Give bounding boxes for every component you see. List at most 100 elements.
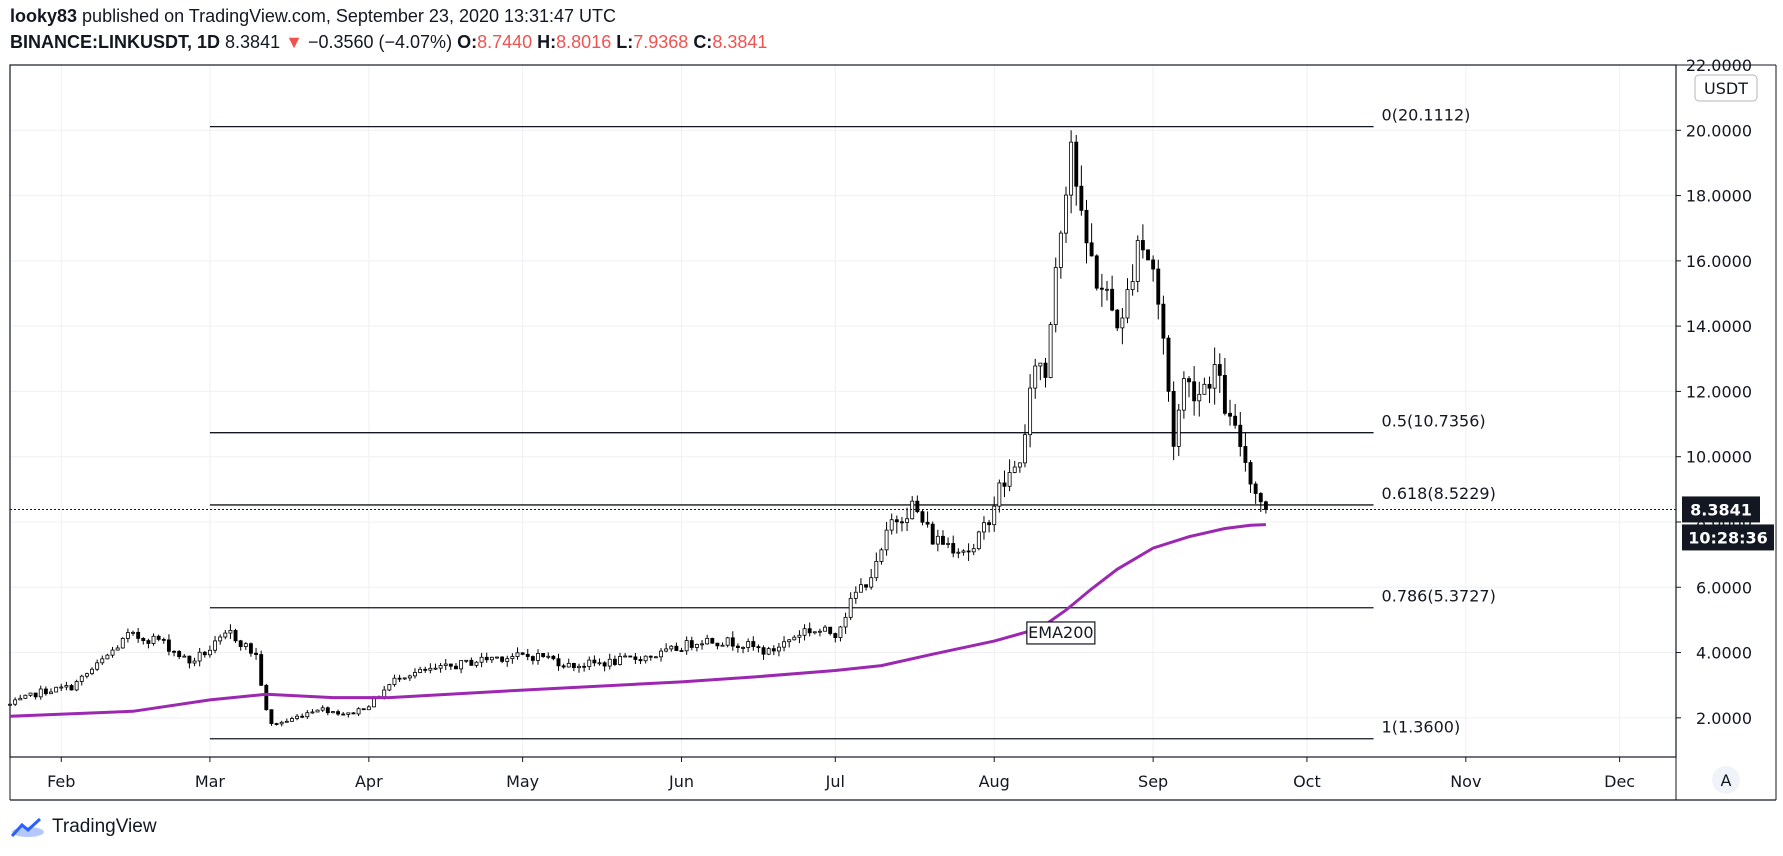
time-tick-label: Oct xyxy=(1293,772,1321,791)
candle-body xyxy=(331,711,335,714)
candle-body xyxy=(315,709,320,713)
candle-body xyxy=(407,675,412,679)
candle-body xyxy=(95,662,100,670)
candle-body xyxy=(33,692,38,698)
candle-body xyxy=(843,616,848,628)
candle-body xyxy=(859,584,863,593)
candle-body xyxy=(1017,462,1022,468)
footer-brand[interactable]: TradingView xyxy=(10,816,157,838)
candle-body xyxy=(489,656,494,661)
auto-scale-circle[interactable] xyxy=(1712,766,1740,794)
candle-body xyxy=(505,658,510,662)
candle-body xyxy=(346,712,351,715)
candle-body xyxy=(1074,141,1079,187)
currency-button-box[interactable] xyxy=(1694,74,1758,102)
candle-body xyxy=(664,648,669,652)
candle-body xyxy=(1023,434,1027,464)
candle-body xyxy=(392,677,397,685)
candle-body xyxy=(464,659,469,662)
candles xyxy=(8,130,1268,727)
last-price: 8.3841 xyxy=(225,32,281,52)
candle-body xyxy=(807,628,812,634)
candle-body xyxy=(295,715,300,719)
countdown-badge-bg xyxy=(1682,524,1774,551)
fib-retracement[interactable]: 0(20.1112) 0.5(10.7356) 0.618(8.5229) 0.786… xyxy=(209,106,1496,740)
candle-body xyxy=(853,591,858,599)
candle-body xyxy=(900,521,904,524)
candle-body xyxy=(38,688,43,698)
candle-body xyxy=(166,639,171,652)
candle-body xyxy=(1099,287,1104,290)
author-name[interactable]: looky83 xyxy=(10,6,78,26)
candle-body xyxy=(874,560,879,579)
price-tick-label: 20.0000 xyxy=(1686,121,1752,140)
candle-body xyxy=(1192,381,1197,402)
candle-body xyxy=(725,637,730,646)
candle-body xyxy=(515,652,520,657)
auto-scale-label[interactable]: A xyxy=(1721,771,1732,790)
candle-body xyxy=(551,655,556,660)
candle-body xyxy=(715,642,720,647)
candle-body xyxy=(454,665,458,670)
price-axis[interactable]: 22.0000 20.0000 18.0000 16.0000 14.0000 12.00… xyxy=(1676,56,1752,728)
candle-body xyxy=(961,550,966,553)
candle-body xyxy=(669,645,674,650)
candle-body xyxy=(182,655,187,658)
candle-body xyxy=(787,639,792,643)
candle-body xyxy=(976,531,981,550)
candle-body xyxy=(474,661,479,666)
candle-body xyxy=(756,646,761,649)
price-tick-label: 16.0000 xyxy=(1686,252,1752,271)
candle-body xyxy=(792,636,797,641)
candle-body xyxy=(248,643,253,654)
candle-body xyxy=(1248,462,1253,485)
candle-body xyxy=(18,697,23,701)
candle-body xyxy=(992,505,997,526)
candle-body xyxy=(397,677,402,680)
auto-scale-button[interactable]: A xyxy=(1712,766,1740,794)
candle-body xyxy=(284,720,289,723)
candle-body xyxy=(1048,324,1053,378)
currency-button[interactable]: USDT xyxy=(1694,74,1758,102)
ema200-label-box xyxy=(1026,621,1096,645)
candle-body xyxy=(884,529,889,551)
candle-body xyxy=(361,708,366,711)
candle-body xyxy=(1217,364,1222,376)
candle-body xyxy=(1053,267,1058,325)
candle-body xyxy=(500,656,505,662)
candle-body xyxy=(1079,185,1084,211)
candle-body xyxy=(838,626,843,638)
fib-level-label: 0.786(5.3727) xyxy=(1382,587,1496,606)
candle-body xyxy=(971,548,976,553)
last-price-badge-bg xyxy=(1682,496,1760,523)
candle-body xyxy=(223,632,228,638)
open-value: 8.7440 xyxy=(477,32,533,52)
candle-body xyxy=(869,577,874,588)
time-tick-label: Nov xyxy=(1450,772,1481,791)
candle-body xyxy=(1176,409,1181,447)
candle-body xyxy=(520,652,525,655)
candle-body xyxy=(110,649,115,656)
footer-brand-text[interactable]: TradingView xyxy=(52,816,157,837)
candle-body xyxy=(264,684,269,711)
candle-body xyxy=(761,647,766,655)
symbol-label[interactable]: BINANCE:LINKUSDT, 1D xyxy=(10,32,221,52)
candle-body xyxy=(1207,383,1212,389)
candle-body xyxy=(946,543,951,545)
high-value: 8.8016 xyxy=(556,32,612,52)
candle-body xyxy=(997,482,1002,507)
candle-body xyxy=(812,631,817,634)
candle-body xyxy=(1187,378,1191,383)
candle-body xyxy=(648,655,653,658)
candle-body xyxy=(243,643,248,647)
candle-body xyxy=(1243,446,1248,463)
candle-body xyxy=(115,647,120,651)
candle-body xyxy=(351,712,356,715)
candle-body xyxy=(495,656,499,659)
candle-body xyxy=(43,688,48,695)
currency-label[interactable]: USDT xyxy=(1704,79,1748,98)
publish-info: looky83 published on TradingView.com, Se… xyxy=(10,6,616,27)
time-axis[interactable]: Feb Mar Apr May Jun Jul Aug Sep Oct Nov Dec xyxy=(47,757,1635,791)
candle-body xyxy=(566,662,571,668)
